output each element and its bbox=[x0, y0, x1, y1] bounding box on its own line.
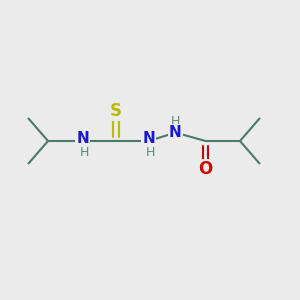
Text: N: N bbox=[169, 125, 182, 140]
Text: N: N bbox=[142, 130, 155, 146]
Text: S: S bbox=[110, 102, 122, 120]
Text: H: H bbox=[145, 146, 155, 159]
Text: O: O bbox=[198, 160, 213, 178]
Text: H: H bbox=[171, 115, 180, 128]
Text: N: N bbox=[76, 130, 89, 146]
Text: H: H bbox=[79, 146, 89, 159]
